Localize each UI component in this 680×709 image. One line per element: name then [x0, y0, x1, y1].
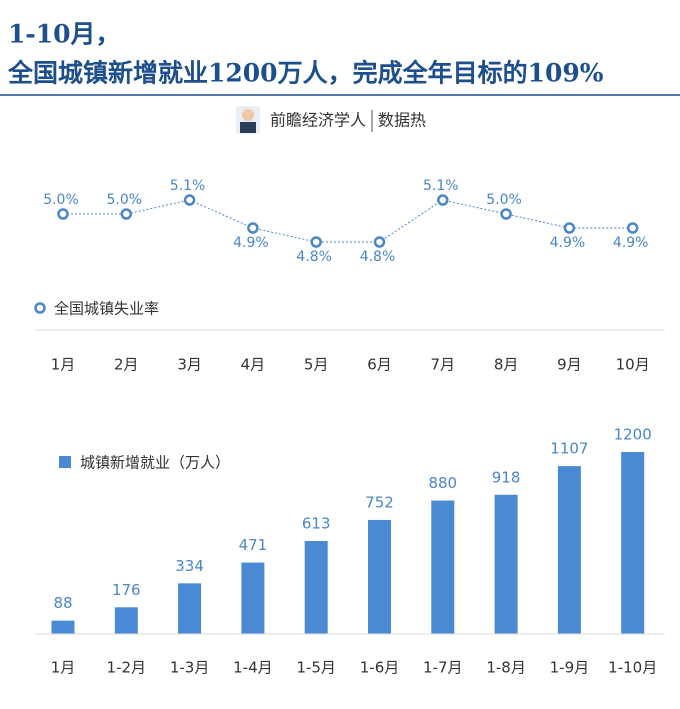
point: [626, 222, 639, 234]
value-label: 4.9%: [550, 235, 586, 251]
value-label: 613: [302, 515, 331, 533]
value-label: 880: [428, 474, 457, 492]
value-label: 4.8%: [360, 249, 396, 265]
value-label: 5.0%: [107, 192, 143, 208]
x-tick-label: 1月: [51, 659, 76, 677]
x-tick-label: 1月: [51, 356, 76, 374]
x-tick-label: 9月: [557, 356, 582, 374]
point: [563, 222, 576, 234]
title-line2: 全国城镇新增就业1200万人，完成全年目标的109%: [7, 59, 604, 88]
x-tick-label: 1-7月: [423, 659, 463, 677]
bar: [241, 562, 265, 634]
value-label: 5.1%: [423, 178, 459, 194]
value-label: 88: [53, 594, 72, 612]
value-label: 4.9%: [613, 235, 649, 251]
bar: [178, 583, 202, 634]
x-tick-label: 8月: [494, 356, 519, 374]
bar: [557, 466, 581, 634]
point: [310, 236, 322, 248]
value-label: 334: [175, 557, 204, 575]
value-label: 752: [365, 493, 394, 511]
legend-marker: [34, 302, 46, 314]
bar: [621, 452, 645, 634]
x-tick-label: 1-3月: [170, 659, 210, 677]
value-label: 918: [492, 468, 521, 486]
point: [120, 208, 133, 220]
brand-icon: [236, 106, 260, 134]
x-tick-label: 1-5月: [296, 659, 336, 677]
point: [57, 208, 69, 220]
x-tick-label: 1-2月: [107, 659, 147, 677]
x-tick-label: 1-10月: [608, 659, 657, 677]
value-label: 1200: [614, 426, 652, 444]
value-label: 4.8%: [296, 249, 332, 265]
x-tick-label: 2月: [114, 356, 139, 374]
point: [247, 222, 259, 234]
x-tick-label: 1-6月: [360, 659, 400, 677]
x-tick-label: 1-4月: [233, 659, 273, 677]
point: [373, 236, 386, 248]
value-label: 1107: [550, 440, 588, 458]
brand-tag: 数据热: [378, 111, 426, 130]
point: [183, 194, 196, 206]
point: [500, 208, 512, 220]
bar: [304, 541, 328, 634]
value-label: 5.0%: [43, 192, 79, 208]
value-label: 4.9%: [233, 235, 269, 251]
x-tick-label: 10月: [616, 356, 650, 374]
legend-label: 城镇新增就业（万人）: [80, 454, 230, 472]
bar: [494, 494, 518, 634]
point: [437, 194, 449, 206]
x-tick-label: 1-8月: [486, 659, 526, 677]
bar: [114, 607, 138, 634]
value-label: 5.1%: [170, 178, 206, 194]
value-label: 5.0%: [486, 192, 522, 208]
bar: [368, 519, 391, 634]
value-label: 176: [112, 581, 141, 599]
x-tick-label: 3月: [177, 356, 202, 374]
x-tick-label: 1-9月: [550, 659, 590, 677]
x-tick-label: 6月: [367, 356, 392, 374]
legend-label: 全国城镇失业率: [54, 300, 159, 318]
bar: [51, 620, 75, 634]
bar: [431, 500, 455, 634]
value-label: 471: [239, 536, 268, 554]
brand: 前瞻经济学人: [270, 111, 366, 130]
line: [63, 199, 633, 243]
x-tick-label: 5月: [304, 356, 329, 374]
title-line1: 1-10月，: [8, 20, 121, 49]
x-tick-label: 7月: [431, 356, 456, 374]
x-tick-label: 4月: [241, 356, 266, 374]
legend-marker: [59, 456, 71, 468]
